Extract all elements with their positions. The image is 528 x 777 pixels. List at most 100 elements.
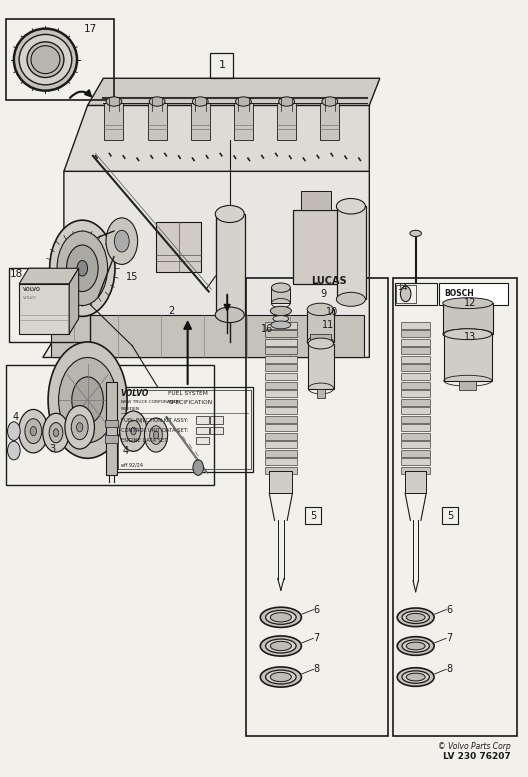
Ellipse shape: [336, 292, 365, 306]
Polygon shape: [88, 78, 380, 106]
Circle shape: [77, 423, 83, 432]
Text: BOSCH: BOSCH: [444, 288, 474, 298]
Circle shape: [18, 409, 48, 453]
Bar: [401, 399, 430, 406]
Bar: [265, 458, 297, 465]
Text: 12: 12: [464, 298, 476, 308]
Text: 6: 6: [314, 605, 319, 615]
Bar: [442, 507, 458, 524]
Ellipse shape: [322, 97, 338, 106]
Bar: [401, 356, 430, 363]
Bar: [265, 441, 297, 448]
Circle shape: [30, 427, 36, 436]
Bar: [394, 283, 437, 305]
Bar: [439, 283, 508, 305]
Bar: [401, 364, 430, 371]
Ellipse shape: [19, 34, 72, 85]
Text: SPECIFICATION: SPECIFICATION: [168, 400, 212, 405]
Bar: [118, 390, 251, 469]
Ellipse shape: [402, 639, 429, 652]
Text: 8: 8: [314, 664, 319, 674]
Ellipse shape: [266, 670, 296, 684]
Ellipse shape: [215, 307, 244, 322]
Circle shape: [57, 231, 108, 305]
Ellipse shape: [192, 97, 208, 106]
Text: 7: 7: [314, 633, 320, 643]
Bar: [401, 441, 430, 448]
Bar: [401, 416, 430, 423]
Circle shape: [193, 460, 203, 476]
Bar: [337, 206, 365, 299]
Text: SWEDEN: SWEDEN: [121, 406, 140, 411]
Text: 16: 16: [261, 324, 274, 334]
Ellipse shape: [271, 321, 291, 329]
Circle shape: [50, 220, 115, 316]
Circle shape: [65, 406, 95, 449]
Text: 18: 18: [10, 270, 23, 280]
Text: 1: 1: [219, 60, 225, 70]
Bar: [405, 472, 426, 493]
Text: © Volvo Parts Corp: © Volvo Parts Corp: [438, 742, 511, 751]
Circle shape: [131, 427, 136, 435]
Ellipse shape: [336, 198, 365, 214]
Text: CONTROL UNIT DATA SET:: CONTROL UNIT DATA SET:: [121, 428, 188, 433]
Bar: [210, 427, 223, 434]
Bar: [401, 467, 430, 474]
Ellipse shape: [270, 672, 291, 681]
Bar: [105, 420, 118, 427]
Ellipse shape: [270, 306, 291, 315]
Bar: [459, 381, 476, 390]
Circle shape: [120, 411, 147, 451]
Circle shape: [71, 415, 88, 440]
Circle shape: [49, 423, 63, 443]
Circle shape: [59, 357, 117, 443]
Text: LV 230 76207: LV 230 76207: [442, 751, 511, 761]
Ellipse shape: [271, 283, 290, 292]
Bar: [265, 424, 297, 431]
Ellipse shape: [14, 29, 77, 91]
Bar: [401, 373, 430, 380]
Ellipse shape: [307, 303, 334, 315]
Bar: [234, 103, 253, 141]
Circle shape: [48, 342, 127, 458]
Bar: [265, 373, 297, 380]
Polygon shape: [69, 268, 79, 334]
Bar: [393, 278, 517, 736]
Bar: [265, 364, 297, 371]
Bar: [401, 347, 430, 354]
Bar: [210, 53, 233, 78]
Text: 14: 14: [397, 283, 407, 292]
Circle shape: [150, 426, 163, 444]
Text: ENGINE DATA SET:: ENGINE DATA SET:: [121, 438, 168, 443]
Ellipse shape: [260, 667, 301, 687]
Ellipse shape: [410, 230, 421, 236]
Text: eff 92/24: eff 92/24: [121, 462, 143, 467]
Circle shape: [106, 218, 138, 264]
Text: 9: 9: [321, 289, 327, 299]
Ellipse shape: [273, 315, 289, 322]
Bar: [401, 330, 430, 337]
Bar: [293, 210, 338, 284]
Ellipse shape: [31, 46, 60, 74]
Bar: [265, 330, 297, 337]
Bar: [401, 424, 430, 431]
Bar: [6, 19, 114, 100]
Bar: [269, 472, 293, 493]
Text: FUEL INJECTION KIT ASSY:: FUEL INJECTION KIT ASSY:: [121, 418, 188, 423]
Circle shape: [72, 377, 103, 423]
Circle shape: [7, 422, 20, 441]
Text: 2: 2: [168, 306, 174, 316]
Bar: [401, 433, 430, 440]
Ellipse shape: [443, 298, 493, 308]
Text: 4: 4: [13, 412, 19, 422]
Bar: [395, 284, 416, 303]
Ellipse shape: [406, 673, 425, 681]
Text: 13: 13: [464, 333, 476, 343]
Bar: [401, 390, 430, 397]
Ellipse shape: [27, 42, 64, 78]
Bar: [401, 339, 430, 346]
Bar: [105, 103, 124, 141]
Circle shape: [7, 441, 20, 460]
Bar: [317, 388, 325, 398]
Text: 3: 3: [50, 444, 56, 454]
